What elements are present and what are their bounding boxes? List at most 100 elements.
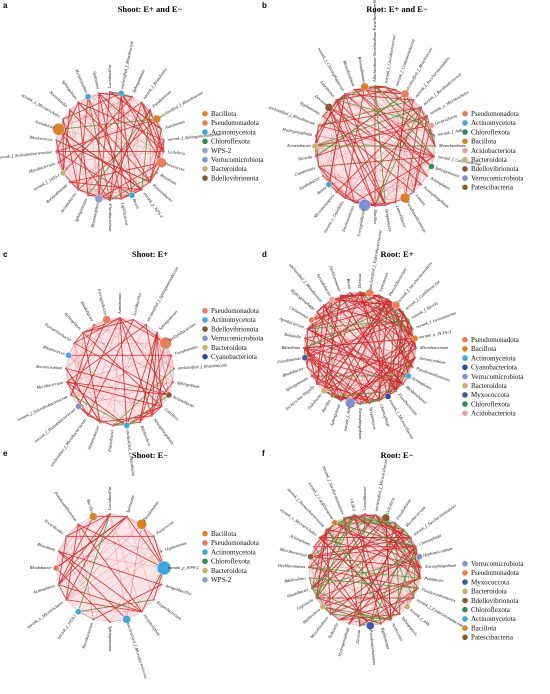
network-node (162, 139, 165, 142)
positive-edge (65, 317, 121, 369)
positive-edge (98, 92, 133, 97)
positive-edge (322, 107, 422, 117)
node-label-rhizobium: Rhizobium (36, 541, 56, 552)
positive-edge (58, 109, 71, 163)
network-node (358, 402, 362, 406)
node-label-norank-f-1959-1: norank_f_1959-1 (56, 613, 78, 640)
negative-edge (69, 109, 89, 196)
network-node (81, 331, 85, 334)
node-label-shinella: Shinella (298, 154, 313, 161)
positive-edge (315, 156, 337, 193)
node-label-bacillus: Bacillus (373, 210, 378, 224)
positive-edge (331, 299, 409, 377)
legend-label-bdellovibrionota: Bdellovibrionota (211, 325, 259, 333)
positive-edge (66, 324, 147, 383)
legend-label-pseudomonadota: Pseudomonadota (211, 307, 260, 315)
positive-edge (404, 125, 432, 199)
positive-edge (344, 517, 414, 599)
node-label-actinoplanes: Actinoplanes (288, 533, 312, 547)
node-label-pseudomonas: Pseudomonas (276, 355, 302, 364)
positive-edge (314, 115, 428, 147)
positive-edge (374, 99, 415, 207)
node-label-microbacterium: Microbacterium (278, 546, 307, 558)
positive-edge (304, 357, 341, 401)
negative-edge (326, 514, 355, 530)
node-label-luteimonas: Luteimonas (377, 271, 389, 293)
node-patescibacteria (324, 103, 334, 112)
positive-edge (69, 109, 143, 191)
node-label-lactobacillus: Lactobacillus (107, 486, 112, 511)
network-node (433, 134, 436, 137)
positive-edge (344, 115, 428, 199)
positive-edge (336, 107, 422, 193)
positive-edge (359, 597, 414, 626)
legend-marker-actinomycetota (202, 317, 208, 323)
network-node (329, 612, 332, 616)
positive-edge (109, 513, 127, 620)
negative-edge (318, 125, 365, 206)
positive-edge (131, 102, 142, 196)
node-pseudomonadota (156, 157, 167, 168)
node-label-norank-f-a4b: norank_f_A4b (437, 128, 463, 137)
legend-marker-myxococcota (462, 579, 468, 585)
network-edges (314, 85, 436, 207)
network-node (419, 183, 423, 186)
network-node (373, 84, 377, 88)
node-label-lechevalieria: Lechevalieria (433, 113, 458, 126)
positive-edge (56, 151, 79, 190)
positive-edge (359, 587, 419, 627)
positive-edge (141, 102, 162, 130)
node-pseudomonadota (102, 315, 111, 324)
legend-marker-acidobacteriota (462, 147, 468, 154)
positive-edge (318, 166, 355, 203)
positive-edge (348, 517, 387, 624)
positive-edge (149, 109, 165, 152)
node-label-sphingobium: Sphingobium (61, 79, 78, 100)
node-label-olb13: OLB13 (349, 498, 356, 511)
positive-edge (335, 99, 386, 206)
positive-edge (322, 89, 355, 177)
legend-label-pseudomonadota: Pseudomonadota (211, 119, 260, 127)
network-node (321, 174, 325, 178)
positive-edge (315, 115, 428, 157)
network-node (172, 367, 175, 370)
network-node (419, 106, 423, 109)
positive-edge (395, 357, 416, 392)
legend-marker-patescibacteria (462, 634, 468, 641)
positive-edge (349, 292, 413, 368)
positive-edge (77, 317, 121, 407)
node-label-pseudoxanthomonas: Pseudoxanthomonas (369, 628, 378, 665)
panel-title: Root: E+ (381, 249, 414, 259)
node-label-luteimonas: Luteimonas (319, 79, 337, 99)
node-label-rhodococcus: Rhodococcus (41, 344, 66, 356)
positive-edge (58, 96, 133, 130)
positive-edge (126, 516, 165, 569)
node-label-herpetosiphon: Herpetosiphon (142, 612, 162, 636)
positive-edge (316, 517, 345, 599)
legend-marker-chloroflexota (202, 138, 208, 145)
positive-edge (82, 332, 174, 383)
node-label-unclassified-f-rhizobiaceae: unclassified_f_Rhizobiaceae (119, 40, 134, 89)
legend-marker-chloroflexota (462, 129, 468, 135)
positive-edge (99, 324, 147, 423)
positive-edge (56, 151, 133, 196)
positive-edge (308, 514, 355, 568)
network-node (379, 622, 382, 625)
legend-marker-chloroflexota (202, 558, 208, 565)
positive-edge (126, 516, 165, 569)
node-bacteroidota (320, 387, 328, 395)
positive-edge (109, 109, 151, 201)
legend-label-cyanobacteriota: Cyanobacteriota (211, 353, 258, 361)
node-label-lactobacillus: Lactobacillus (131, 292, 142, 317)
positive-edge (310, 522, 336, 558)
legend-marker-bacillota (202, 530, 208, 537)
negative-edge (318, 156, 435, 167)
network-node (150, 414, 153, 417)
positive-edge (156, 332, 174, 383)
positive-edge (98, 92, 151, 183)
positive-edge (323, 299, 389, 392)
node-label-agrobacterium: Agrobacterium (278, 315, 305, 329)
negative-edge (316, 514, 355, 599)
positive-edge (359, 328, 413, 405)
positive-edge (344, 184, 422, 199)
